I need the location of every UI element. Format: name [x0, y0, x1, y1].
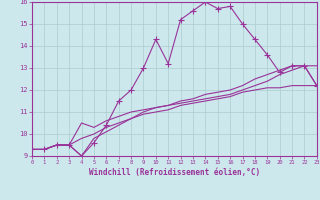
X-axis label: Windchill (Refroidissement éolien,°C): Windchill (Refroidissement éolien,°C) — [89, 168, 260, 177]
